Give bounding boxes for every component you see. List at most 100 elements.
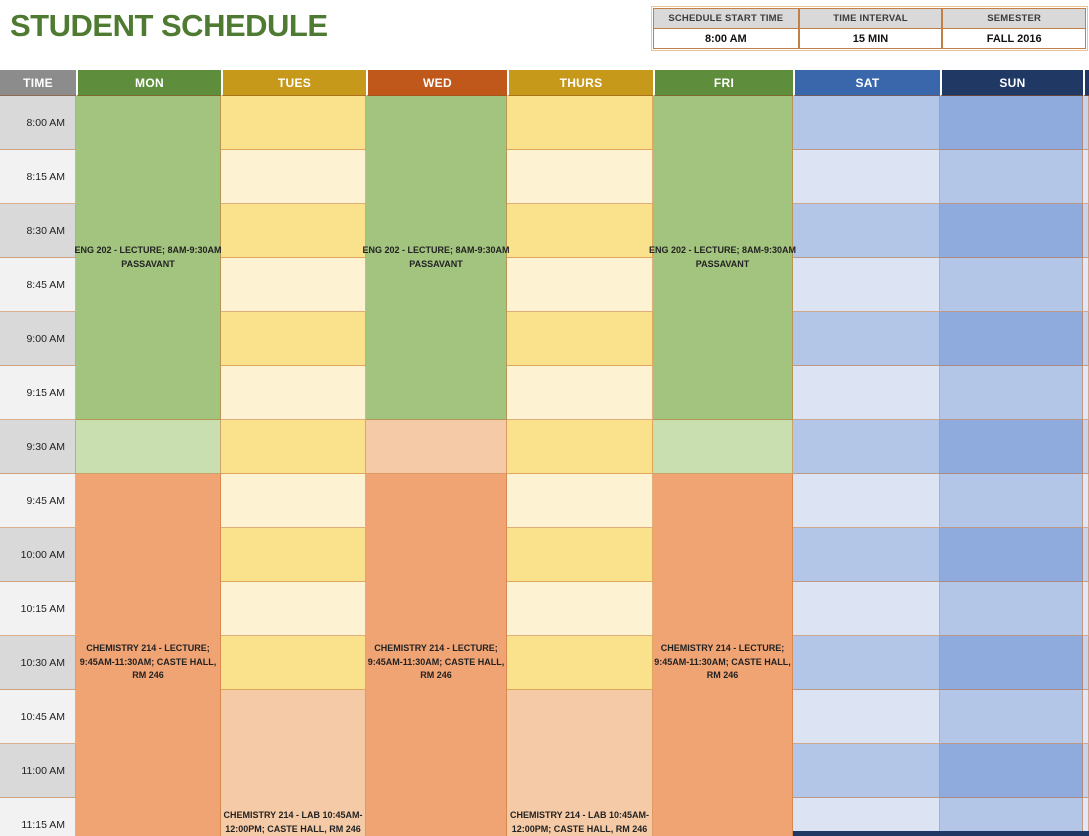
event-block-fri[interactable]: ENG 202 - LECTURE; 8AM-9:30AM PASSAVANT xyxy=(649,96,796,420)
schedule-cell-tue[interactable] xyxy=(221,636,366,690)
schedule-cell-sun[interactable] xyxy=(940,420,1083,474)
schedule-cell-thu[interactable] xyxy=(507,636,653,690)
time-label-cell[interactable]: 8:30 AM xyxy=(0,204,76,258)
schedule-cell-thu[interactable] xyxy=(507,312,653,366)
schedule-cell-tue[interactable] xyxy=(221,150,366,204)
column-header-edge[interactable] xyxy=(1083,70,1089,96)
schedule-cell-tue[interactable] xyxy=(221,258,366,312)
schedule-cell-tue[interactable] xyxy=(221,366,366,420)
schedule-cell-sat[interactable] xyxy=(793,474,940,528)
schedule-cell-tue[interactable] xyxy=(221,474,366,528)
schedule-cell-thu[interactable] xyxy=(507,258,653,312)
schedule-cell-sun[interactable] xyxy=(940,258,1083,312)
schedule-cell-thu[interactable] xyxy=(507,366,653,420)
time-label-cell[interactable]: 10:15 AM xyxy=(0,582,76,636)
schedule-cell-edge[interactable] xyxy=(1083,204,1089,258)
schedule-cell-thu[interactable] xyxy=(507,150,653,204)
schedule-cell-sat[interactable] xyxy=(793,636,940,690)
schedule-cell-thu[interactable] xyxy=(507,582,653,636)
schedule-cell-edge[interactable] xyxy=(1083,312,1089,366)
event-spacer-wed[interactable] xyxy=(366,420,507,474)
time-label-cell[interactable]: 9:00 AM xyxy=(0,312,76,366)
event-block-mon[interactable]: CHEMISTRY 214 - LECTURE; 9:45AM-11:30AM;… xyxy=(76,474,221,836)
schedule-cell-sat[interactable] xyxy=(793,96,940,150)
schedule-cell-edge[interactable] xyxy=(1083,366,1089,420)
event-spacer-fri[interactable] xyxy=(653,420,793,474)
time-label-cell[interactable]: 11:00 AM xyxy=(0,744,76,798)
column-header-wed[interactable]: WED xyxy=(366,70,507,96)
schedule-cell-tue[interactable] xyxy=(221,312,366,366)
schedule-cell-sun[interactable] xyxy=(940,744,1083,798)
column-header-sat[interactable]: SAT xyxy=(793,70,940,96)
column-header-thu[interactable]: THURS xyxy=(507,70,653,96)
time-label-cell[interactable]: 9:30 AM xyxy=(0,420,76,474)
setting-value-time-interval[interactable]: 15 MIN xyxy=(799,29,942,48)
time-label-cell[interactable]: 11:15 AM xyxy=(0,798,76,836)
schedule-cell-sat[interactable] xyxy=(793,312,940,366)
schedule-cell-sat[interactable] xyxy=(793,744,940,798)
schedule-cell-sun[interactable] xyxy=(940,150,1083,204)
schedule-cell-edge[interactable] xyxy=(1083,150,1089,204)
schedule-cell-sat[interactable] xyxy=(793,258,940,312)
event-block-mon[interactable]: ENG 202 - LECTURE; 8AM-9:30AM PASSAVANT xyxy=(74,96,222,420)
column-header-tue[interactable]: TUES xyxy=(221,70,366,96)
schedule-cell-sat[interactable] xyxy=(793,366,940,420)
column-header-time[interactable]: TIME xyxy=(0,70,76,96)
event-block-wed[interactable]: CHEMISTRY 214 - LECTURE; 9:45AM-11:30AM;… xyxy=(366,474,507,836)
schedule-cell-thu[interactable] xyxy=(507,474,653,528)
schedule-cell-edge[interactable] xyxy=(1083,528,1089,582)
schedule-cell-thu[interactable] xyxy=(507,96,653,150)
column-header-mon[interactable]: MON xyxy=(76,70,221,96)
event-spacer-mon[interactable] xyxy=(76,420,221,474)
schedule-cell-tue[interactable] xyxy=(221,582,366,636)
schedule-cell-sun[interactable] xyxy=(940,582,1083,636)
schedule-cell-sat[interactable] xyxy=(793,528,940,582)
schedule-cell-sun[interactable] xyxy=(940,690,1083,744)
event-block-fri[interactable]: CHEMISTRY 214 - LECTURE; 9:45AM-11:30AM;… xyxy=(653,474,793,836)
schedule-cell-sun[interactable] xyxy=(940,366,1083,420)
setting-value-semester[interactable]: FALL 2016 xyxy=(943,29,1085,48)
event-block-wed[interactable]: ENG 202 - LECTURE; 8AM-9:30AM PASSAVANT xyxy=(362,96,510,420)
schedule-cell-sat[interactable] xyxy=(793,690,940,744)
schedule-cell-edge[interactable] xyxy=(1083,744,1089,798)
time-label-cell[interactable]: 10:30 AM xyxy=(0,636,76,690)
schedule-cell-edge[interactable] xyxy=(1083,96,1089,150)
schedule-cell-sun[interactable] xyxy=(940,474,1083,528)
time-label-cell[interactable]: 10:45 AM xyxy=(0,690,76,744)
schedule-cell-tue[interactable] xyxy=(221,96,366,150)
schedule-cell-sun[interactable] xyxy=(940,528,1083,582)
event-block-tue[interactable]: CHEMISTRY 214 - LAB 10:45AM- 12:00PM; CA… xyxy=(221,690,366,836)
schedule-cell-sat[interactable] xyxy=(793,582,940,636)
event-block-thu[interactable]: CHEMISTRY 214 - LAB 10:45AM- 12:00PM; CA… xyxy=(507,690,653,836)
schedule-cell-sat[interactable] xyxy=(793,150,940,204)
schedule-cell-thu[interactable] xyxy=(507,204,653,258)
time-label-cell[interactable]: 9:15 AM xyxy=(0,366,76,420)
schedule-cell-sun[interactable] xyxy=(940,636,1083,690)
schedule-cell-sat[interactable] xyxy=(793,204,940,258)
schedule-cell-tue[interactable] xyxy=(221,528,366,582)
schedule-cell-sat[interactable] xyxy=(793,798,940,836)
schedule-cell-edge[interactable] xyxy=(1083,258,1089,312)
schedule-cell-tue[interactable] xyxy=(221,420,366,474)
schedule-cell-edge[interactable] xyxy=(1083,636,1089,690)
time-label-cell[interactable]: 8:45 AM xyxy=(0,258,76,312)
schedule-cell-edge[interactable] xyxy=(1083,474,1089,528)
schedule-cell-sun[interactable] xyxy=(940,96,1083,150)
schedule-cell-thu[interactable] xyxy=(507,420,653,474)
schedule-cell-sun[interactable] xyxy=(940,798,1083,836)
setting-value-start-time[interactable]: 8:00 AM xyxy=(654,29,798,48)
schedule-cell-sun[interactable] xyxy=(940,312,1083,366)
schedule-cell-sat[interactable] xyxy=(793,420,940,474)
column-header-fri[interactable]: FRI xyxy=(653,70,793,96)
time-label-cell[interactable]: 9:45 AM xyxy=(0,474,76,528)
schedule-cell-thu[interactable] xyxy=(507,528,653,582)
time-label-cell[interactable]: 8:00 AM xyxy=(0,96,76,150)
schedule-cell-tue[interactable] xyxy=(221,204,366,258)
schedule-cell-sun[interactable] xyxy=(940,204,1083,258)
schedule-cell-edge[interactable] xyxy=(1083,582,1089,636)
time-label-cell[interactable]: 10:00 AM xyxy=(0,528,76,582)
schedule-cell-edge[interactable] xyxy=(1083,420,1089,474)
schedule-cell-edge[interactable] xyxy=(1083,690,1089,744)
time-label-cell[interactable]: 8:15 AM xyxy=(0,150,76,204)
column-header-sun[interactable]: SUN xyxy=(940,70,1083,96)
